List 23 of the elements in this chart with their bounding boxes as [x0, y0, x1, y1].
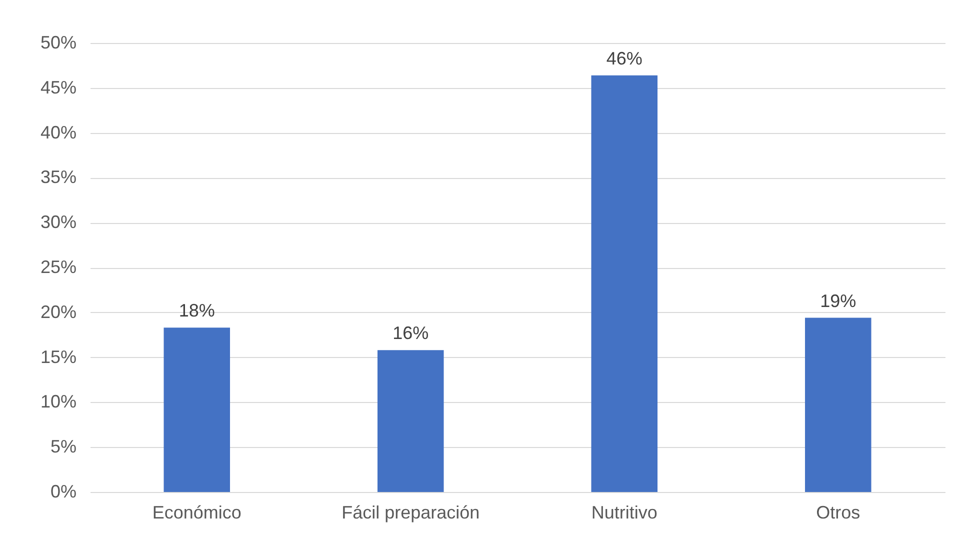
- data-label: 18%: [178, 300, 215, 321]
- x-tick-label: Nutritivo: [591, 502, 658, 522]
- data-label: 46%: [606, 48, 642, 68]
- y-tick-label: 40%: [40, 122, 76, 142]
- y-tick-label: 50%: [40, 32, 76, 52]
- data-label: 19%: [820, 290, 856, 311]
- y-tick-label: 45%: [40, 77, 76, 98]
- data-label: 16%: [392, 323, 429, 344]
- y-tick-label: 30%: [40, 212, 76, 232]
- y-tick-label: 15%: [40, 346, 76, 367]
- x-tick-label: Otros: [816, 502, 860, 522]
- y-tick-label: 35%: [40, 167, 76, 188]
- y-tick-label: 0%: [50, 482, 76, 502]
- bar: [164, 328, 230, 492]
- bar: [591, 75, 658, 492]
- y-tick-label: 10%: [40, 392, 76, 412]
- x-tick-label: Fácil preparación: [342, 502, 480, 522]
- y-tick-label: 25%: [40, 257, 76, 277]
- x-tick-label: Económico: [152, 502, 242, 522]
- y-tick-label: 20%: [40, 302, 76, 322]
- bar: [804, 318, 872, 492]
- y-tick-label: 5%: [50, 436, 76, 457]
- bar: [377, 350, 444, 492]
